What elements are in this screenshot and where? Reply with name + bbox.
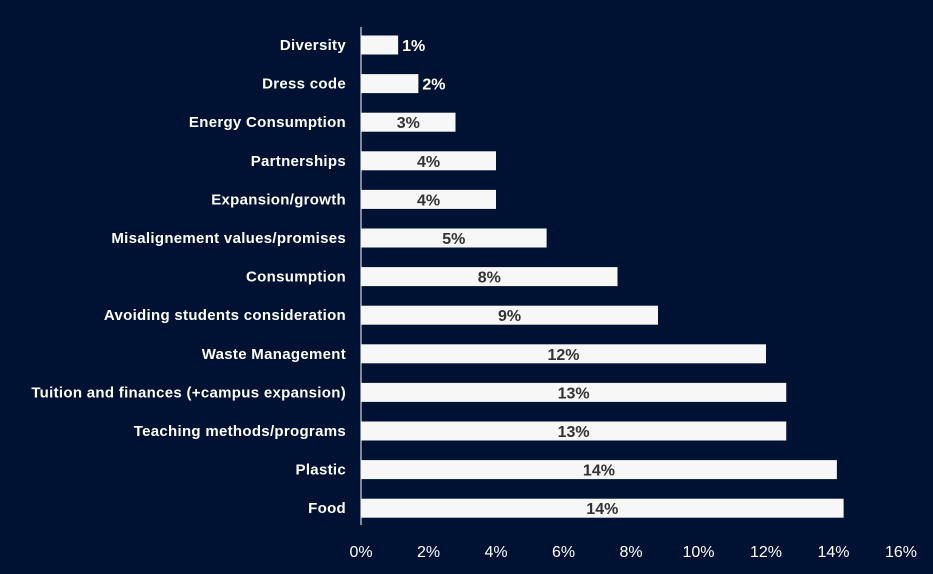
data-label: 3% xyxy=(397,115,420,132)
category-label: Misalignement values/promises xyxy=(111,230,346,247)
data-label: 13% xyxy=(558,424,590,441)
data-label: 12% xyxy=(547,347,579,364)
x-tick-label: 10% xyxy=(682,544,714,561)
data-label: 1% xyxy=(402,38,425,55)
x-tick-label: 2% xyxy=(417,544,440,561)
category-label: Tuition and finances (+campus expansion) xyxy=(31,384,346,401)
x-tick-label: 4% xyxy=(484,544,507,561)
category-label: Plastic xyxy=(296,462,346,479)
bar xyxy=(361,112,456,132)
category-label: Diversity xyxy=(280,37,346,54)
bar xyxy=(361,344,766,364)
bar xyxy=(361,382,787,402)
category-label: Partnerships xyxy=(251,153,346,170)
category-label: Expansion/growth xyxy=(211,191,346,208)
bar xyxy=(361,305,658,325)
category-label: Energy Consumption xyxy=(189,114,346,131)
category-label: Food xyxy=(308,500,346,517)
x-tick-label: 0% xyxy=(349,544,372,561)
bar xyxy=(361,460,837,480)
bar xyxy=(361,421,787,441)
x-tick-label: 12% xyxy=(750,544,782,561)
data-label: 9% xyxy=(498,308,521,325)
bar xyxy=(361,189,496,209)
data-label: 5% xyxy=(442,231,465,248)
x-tick-label: 6% xyxy=(552,544,575,561)
x-tick-label: 8% xyxy=(619,544,642,561)
data-label: 14% xyxy=(586,501,618,518)
bar xyxy=(361,267,618,287)
x-tick-label: 14% xyxy=(817,544,849,561)
category-label: Waste Management xyxy=(202,346,346,363)
bar xyxy=(361,498,844,518)
category-label: Consumption xyxy=(246,269,346,286)
category-label: Avoiding students consideration xyxy=(104,307,346,324)
data-label: 14% xyxy=(583,463,615,480)
data-label: 8% xyxy=(478,270,501,287)
data-label: 4% xyxy=(417,192,440,209)
bar xyxy=(361,35,399,55)
bar xyxy=(361,151,496,171)
category-label: Dress code xyxy=(262,76,346,93)
value-axis: 0% 2% 4% 6% 8% 10% 12% 14% 16% xyxy=(349,544,917,561)
bar xyxy=(361,228,547,248)
bars-group: 1% 2% 3% 4% 4% 5% 8% 9% 12% 13% 13% 14% 14% xyxy=(361,35,844,518)
category-label: Teaching methods/programs xyxy=(134,423,346,440)
category-axis: Diversity Dress code Energy Consumption Par… xyxy=(31,27,362,525)
data-label: 13% xyxy=(558,385,590,402)
data-label: 2% xyxy=(422,77,445,94)
data-label: 4% xyxy=(417,154,440,171)
x-tick-label: 16% xyxy=(885,544,917,561)
bar xyxy=(361,74,419,94)
